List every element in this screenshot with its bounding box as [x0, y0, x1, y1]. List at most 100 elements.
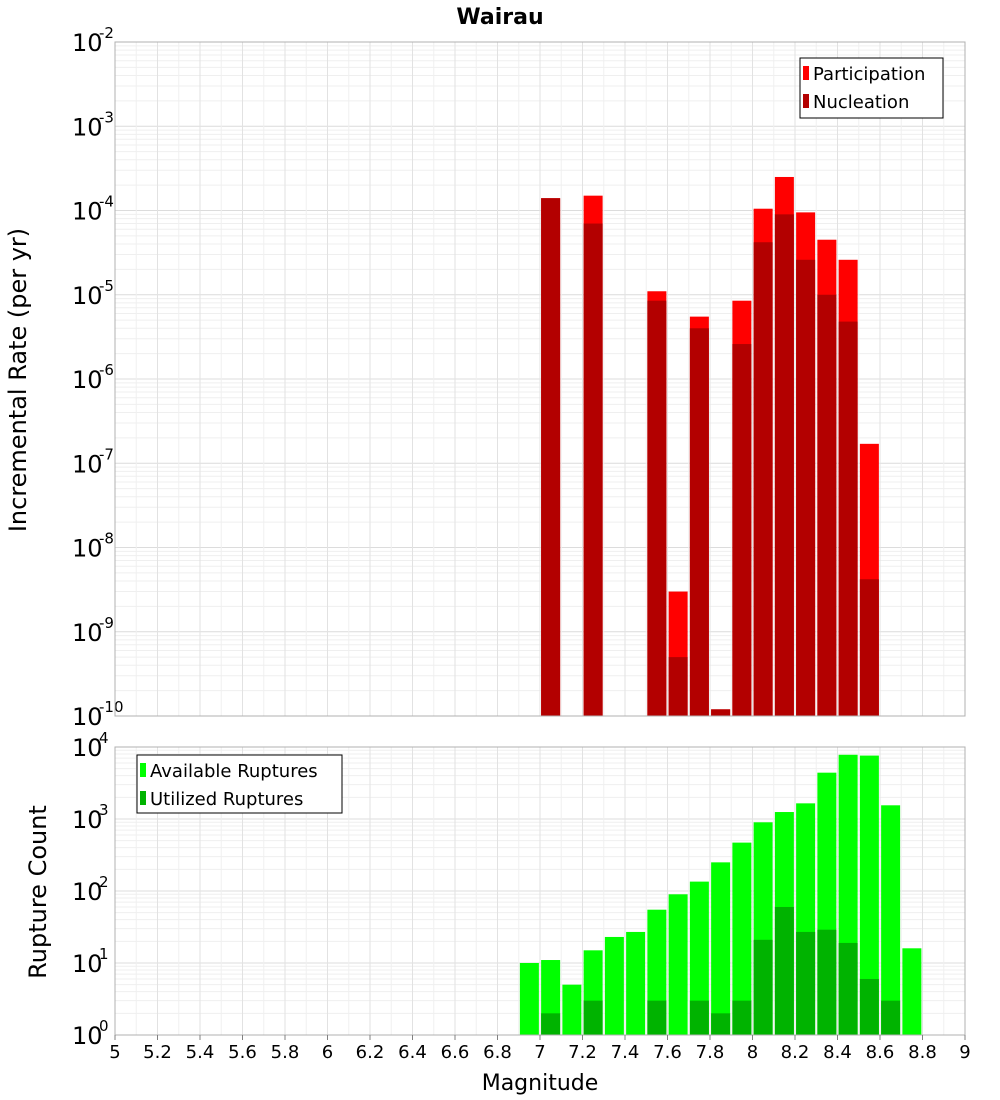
- x-axis-label: Magnitude: [482, 1071, 599, 1096]
- bottom-y-axis-label: Rupture Count: [24, 805, 52, 979]
- bottom-legend-box: [136, 754, 343, 814]
- top-grid: [114, 42, 966, 717]
- bottom-bar-utilized-ruptures: [881, 1000, 901, 1035]
- top-bar-nucleation: [796, 259, 816, 716]
- x-tick-label: 5.2: [143, 1042, 172, 1063]
- bottom-legend: Available Ruptures Utilized Ruptures: [136, 754, 343, 814]
- legend-swatch-participation: [803, 66, 809, 80]
- top-y-tick-label: 10: [72, 282, 103, 310]
- bottom-bar-utilized-ruptures: [647, 1000, 667, 1035]
- x-tick-label: 8.8: [908, 1042, 937, 1063]
- chart-title: Wairau: [456, 5, 543, 30]
- top-y-tick-label: 10: [72, 703, 103, 731]
- top-bar-nucleation: [753, 242, 773, 716]
- legend-label-nucleation: Nucleation: [813, 92, 909, 113]
- top-y-tick-label: 10: [72, 198, 103, 226]
- bottom-bar-available-ruptures: [902, 948, 922, 1035]
- bottom-bar-utilized-ruptures: [859, 978, 879, 1035]
- legend-swatch-utilized: [140, 791, 146, 805]
- x-tick-label: 6.4: [398, 1042, 427, 1063]
- top-y-axis-label: Incremental Rate (per yr): [4, 228, 32, 532]
- legend-swatch-available: [140, 763, 146, 777]
- bottom-bar-utilized-ruptures: [689, 1000, 709, 1035]
- x-tick-label: 8.2: [781, 1042, 810, 1063]
- bottom-bar-utilized-ruptures: [732, 1000, 752, 1035]
- top-y-tick-exponent: -2: [99, 24, 114, 42]
- top-plot-frame: [114, 41, 966, 717]
- x-tick-label: 5.4: [186, 1042, 215, 1063]
- bottom-y-tick-label: 10: [72, 950, 103, 978]
- bottom-y-tick-exponent: 0: [99, 1017, 109, 1035]
- bottom-y-tick-exponent: 1: [99, 945, 109, 963]
- top-y-tick-exponent: -7: [99, 445, 114, 463]
- x-tick-label: 5.8: [271, 1042, 300, 1063]
- bottom-y-tick-label: 10: [72, 1022, 103, 1050]
- top-bar-nucleation: [859, 579, 879, 716]
- bottom-bar-available-ruptures: [626, 931, 646, 1035]
- x-ticks: 5 5.2 5.4 5.6 5.8 6 6.2 6.4 6.6 6.8 7 7.2 7.4 7.6 7.8 8…: [109, 1035, 971, 1063]
- bottom-bar-available-ruptures: [711, 862, 731, 1035]
- legend-label-participation: Participation: [813, 64, 925, 85]
- legend-label-available: Available Ruptures: [150, 761, 318, 782]
- top-bar-nucleation: [668, 657, 688, 716]
- x-tick-label: 6.8: [483, 1042, 512, 1063]
- top-bar-nucleation: [647, 300, 667, 716]
- top-legend-box: [799, 57, 944, 119]
- bottom-bar-available-ruptures: [519, 963, 539, 1035]
- top-y-tick-exponent: -3: [99, 108, 114, 126]
- top-y-tick-label: 10: [72, 450, 103, 478]
- bottom-bar-available-ruptures: [604, 936, 624, 1035]
- top-bar-nucleation: [774, 214, 794, 716]
- bottom-bar-available-ruptures: [668, 894, 688, 1035]
- top-y-tick-exponent: -5: [99, 277, 114, 295]
- bottom-bar-utilized-ruptures: [541, 1013, 561, 1035]
- x-tick-label: 7.4: [611, 1042, 640, 1063]
- bottom-bars: [519, 754, 922, 1035]
- legend-swatch-nucleation: [803, 94, 809, 108]
- bottom-bar-available-ruptures: [881, 805, 901, 1035]
- top-y-tick-exponent: -8: [99, 530, 114, 548]
- legend-label-utilized: Utilized Ruptures: [150, 789, 303, 810]
- x-tick-label: 8: [747, 1042, 758, 1063]
- x-tick-label: 5: [109, 1042, 120, 1063]
- bottom-bar-available-ruptures: [562, 984, 582, 1035]
- bottom-bar-available-ruptures: [859, 755, 879, 1035]
- bottom-y-tick-exponent: 3: [99, 801, 109, 819]
- x-tick-label: 7.8: [696, 1042, 725, 1063]
- bottom-y-tick-exponent: 4: [99, 729, 109, 747]
- x-tick-label: 5.6: [228, 1042, 257, 1063]
- bottom-bar-utilized-ruptures: [711, 1013, 731, 1035]
- bottom-y-tick-label: 10: [72, 878, 103, 906]
- top-y-tick-exponent: -6: [99, 361, 114, 379]
- bottom-bar-available-ruptures: [732, 842, 752, 1035]
- top-y-tick-label: 10: [72, 366, 103, 394]
- top-y-tick-exponent: -9: [99, 614, 114, 632]
- x-tick-label: 7: [534, 1042, 545, 1063]
- top-legend: Participation Nucleation: [799, 57, 944, 119]
- top-y-tick-label: 10: [72, 535, 103, 563]
- x-tick-label: 7.2: [568, 1042, 597, 1063]
- x-tick-label: 8.6: [866, 1042, 895, 1063]
- x-tick-label: 6: [322, 1042, 333, 1063]
- bottom-bar-available-ruptures: [689, 881, 709, 1035]
- bottom-bar-utilized-ruptures: [817, 929, 837, 1035]
- top-y-tick-label: 10: [72, 619, 103, 647]
- top-y-tick-exponent: -4: [99, 193, 114, 211]
- top-bar-nucleation: [817, 294, 837, 716]
- bottom-bar-utilized-ruptures: [796, 931, 816, 1035]
- top-y-tick-exponent: -10: [99, 698, 124, 716]
- top-bar-nucleation: [838, 321, 858, 716]
- top-y-tick-label: 10: [72, 113, 103, 141]
- x-tick-label: 9: [959, 1042, 970, 1063]
- bottom-bar-utilized-ruptures: [583, 1000, 603, 1035]
- top-bar-nucleation: [711, 709, 731, 716]
- top-bars: [541, 176, 879, 717]
- top-y-tick-label: 10: [72, 29, 103, 57]
- top-bar-nucleation: [732, 344, 752, 716]
- bottom-y-tick-label: 10: [72, 806, 103, 834]
- bottom-bar-utilized-ruptures: [753, 939, 773, 1035]
- x-tick-label: 6.6: [441, 1042, 470, 1063]
